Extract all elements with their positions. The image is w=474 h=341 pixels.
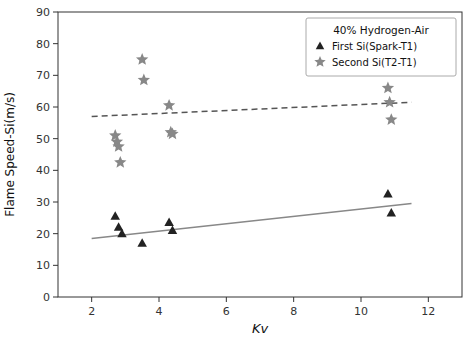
x-tick-label: 2: [88, 305, 95, 318]
y-tick-label: 40: [36, 164, 50, 177]
y-tick-label: 20: [36, 228, 50, 241]
x-tick: [428, 297, 429, 302]
point: [385, 113, 397, 125]
x-tick: [91, 297, 92, 302]
point: [166, 127, 178, 139]
y-tick-label: 90: [36, 6, 50, 19]
y-tick: [53, 43, 58, 44]
legend-title: 40% Hydrogen-Air: [333, 24, 429, 36]
point: [383, 189, 393, 198]
y-axis-label: Flame Speed-Si(m/s): [3, 92, 17, 217]
trend-line: [92, 102, 412, 116]
point: [382, 82, 394, 94]
y-tick: [53, 170, 58, 171]
point: [168, 226, 178, 235]
x-axis-label: Kv: [252, 321, 269, 336]
legend-marker: [316, 42, 325, 50]
point: [109, 129, 121, 141]
x-tick: [159, 297, 160, 302]
y-tick-label: 70: [36, 69, 50, 82]
trend-line: [92, 204, 412, 239]
y-tick-label: 80: [36, 38, 50, 51]
y-tick: [53, 12, 58, 13]
point: [114, 156, 126, 168]
x-tick-label: 12: [421, 305, 435, 318]
point: [136, 53, 148, 65]
y-tick-label: 30: [36, 196, 50, 209]
y-tick: [53, 233, 58, 234]
x-tick-label: 8: [290, 305, 297, 318]
y-tick-label: 10: [36, 259, 50, 272]
y-tick-label: 0: [43, 291, 50, 304]
x-tick: [226, 297, 227, 302]
point: [137, 238, 147, 247]
point: [110, 211, 120, 220]
y-tick: [53, 202, 58, 203]
y-tick: [53, 138, 58, 139]
x-tick-label: 10: [354, 305, 368, 318]
y-tick: [53, 265, 58, 266]
legend-box: [306, 18, 456, 76]
y-tick-label: 50: [36, 133, 50, 146]
x-tick-label: 6: [223, 305, 230, 318]
y-tick: [53, 75, 58, 76]
plot-frame: [58, 12, 462, 297]
legend-label: Second Si(T2-T1): [332, 57, 417, 68]
y-tick: [53, 297, 58, 298]
marks: [92, 53, 412, 247]
legend-marker: [314, 56, 325, 67]
y-tick: [53, 107, 58, 108]
point: [383, 96, 395, 108]
point: [163, 99, 175, 111]
point: [387, 208, 397, 217]
point: [112, 140, 124, 152]
y-tick-label: 60: [36, 101, 50, 114]
points: [109, 53, 397, 247]
legend: 40% Hydrogen-Air First Si(Spark-T1) Second…: [306, 18, 456, 76]
x-tick: [361, 297, 362, 302]
point: [138, 74, 150, 86]
x-tick-label: 4: [156, 305, 163, 318]
chart: 2 4 6 8 10 12 0 10 20 30 40 50 60 70 80 90 Kv Flame Speed…: [0, 0, 474, 341]
x-tick: [293, 297, 294, 302]
lines: [92, 102, 412, 238]
point: [117, 229, 127, 238]
point: [164, 218, 174, 227]
legend-label: First Si(Spark-T1): [332, 41, 417, 52]
